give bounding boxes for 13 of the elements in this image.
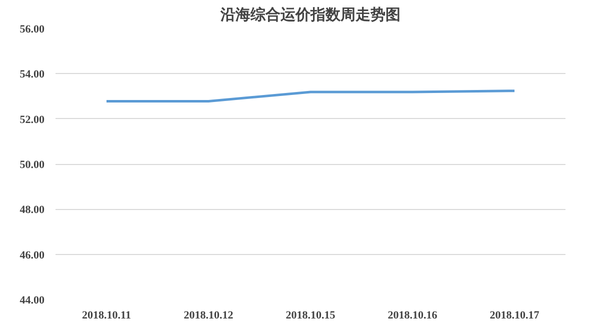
- y-tick-label: 50.00: [20, 159, 45, 171]
- chart-title: 沿海综合运价指数周走势图: [220, 6, 400, 24]
- x-tick-label: 2018.10.11: [82, 310, 131, 322]
- y-tick-label: 44.00: [20, 294, 45, 306]
- y-tick-label: 52.00: [20, 114, 45, 126]
- x-tick-label: 2018.10.12: [184, 310, 234, 322]
- x-tick-label: 2018.10.15: [286, 310, 336, 322]
- x-tick-label: 2018.10.17: [490, 310, 540, 322]
- y-tick-label: 54.00: [20, 68, 45, 81]
- y-tick-label: 56.00: [20, 24, 45, 36]
- y-tick-label: 46.00: [20, 249, 45, 262]
- x-tick-label: 2018.10.16: [388, 310, 438, 322]
- y-tick-label: 48.00: [20, 204, 45, 216]
